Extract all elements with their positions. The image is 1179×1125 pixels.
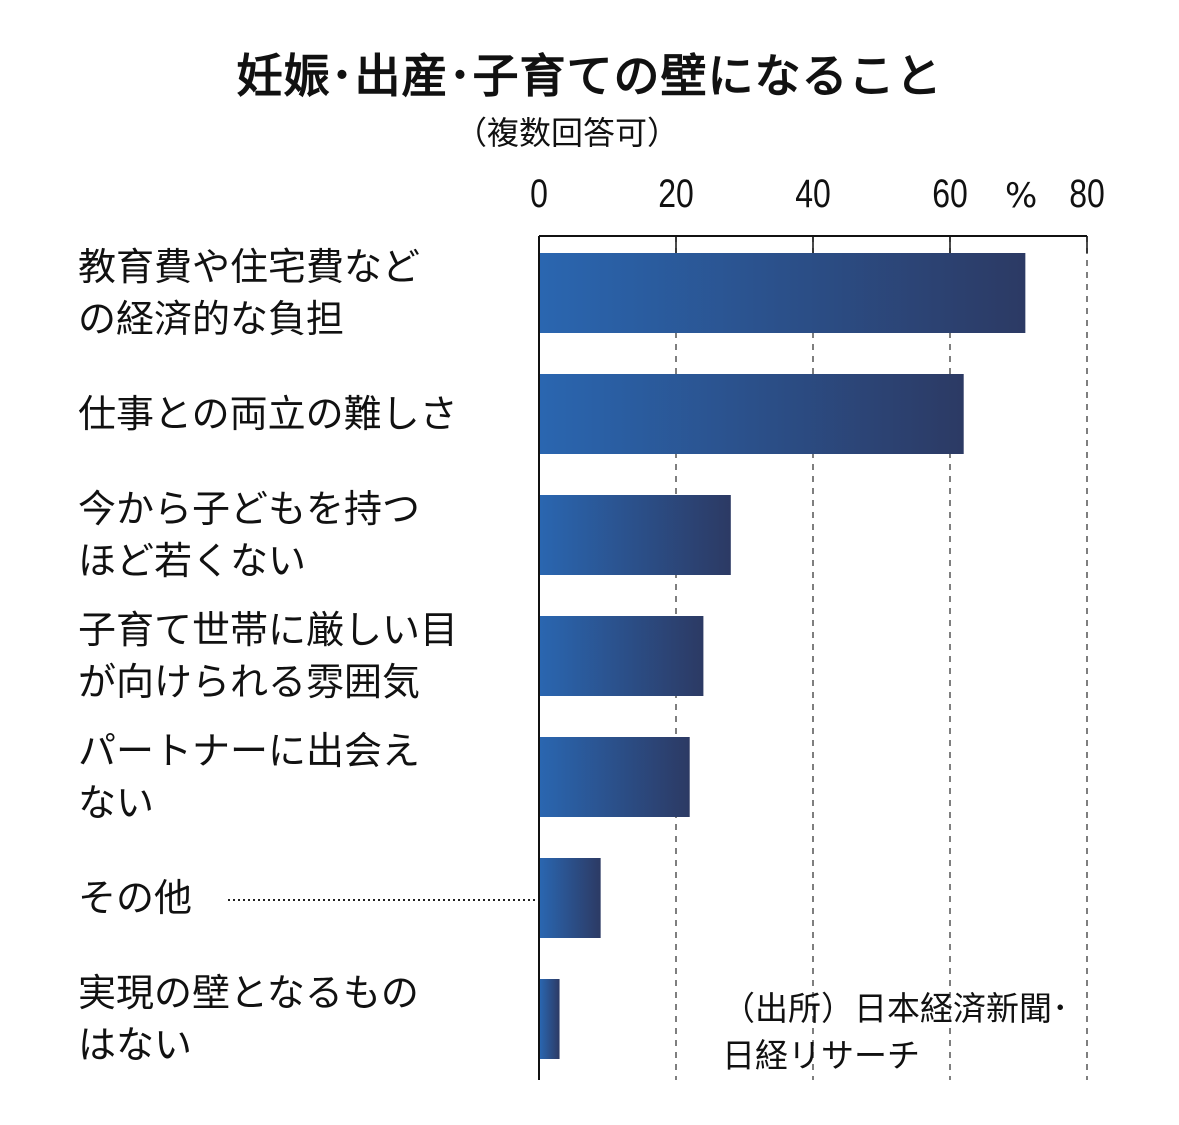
bar-1 — [540, 374, 964, 454]
chart-subtitle: （複数回答可） — [455, 114, 680, 152]
tick-label-80: 80 — [1069, 172, 1105, 216]
bar-2 — [540, 495, 731, 575]
tick-label-0: 0 — [530, 172, 548, 216]
tick-label-20: 20 — [658, 172, 694, 216]
category-label: 子育て世帯に厳しい目 が向けられる雰囲気 — [78, 608, 459, 704]
category-label: その他 — [78, 876, 193, 920]
unit-label: % — [1005, 176, 1038, 216]
category-label: 仕事との両立の難しさ — [78, 392, 458, 436]
category-label: 今から子どもを持つ ほど若くない — [78, 487, 421, 583]
bar-3 — [540, 616, 704, 696]
bar-5 — [540, 858, 601, 938]
bar-6 — [540, 979, 560, 1059]
category-label: 実現の壁となるもの はない — [78, 971, 419, 1067]
source-note: （出所）日本経済新聞･ 日経リサーチ — [722, 989, 1069, 1075]
chart-title: 妊娠･出産･子育ての壁になること — [236, 49, 943, 103]
bar-4 — [540, 737, 690, 817]
bar-0 — [540, 253, 1026, 333]
category-label: パートナーに出会え ない — [78, 729, 421, 825]
category-label: 教育費や住宅費など の経済的な負担 — [78, 245, 421, 341]
tick-label-40: 40 — [795, 172, 831, 216]
tick-label-60: 60 — [932, 172, 968, 216]
